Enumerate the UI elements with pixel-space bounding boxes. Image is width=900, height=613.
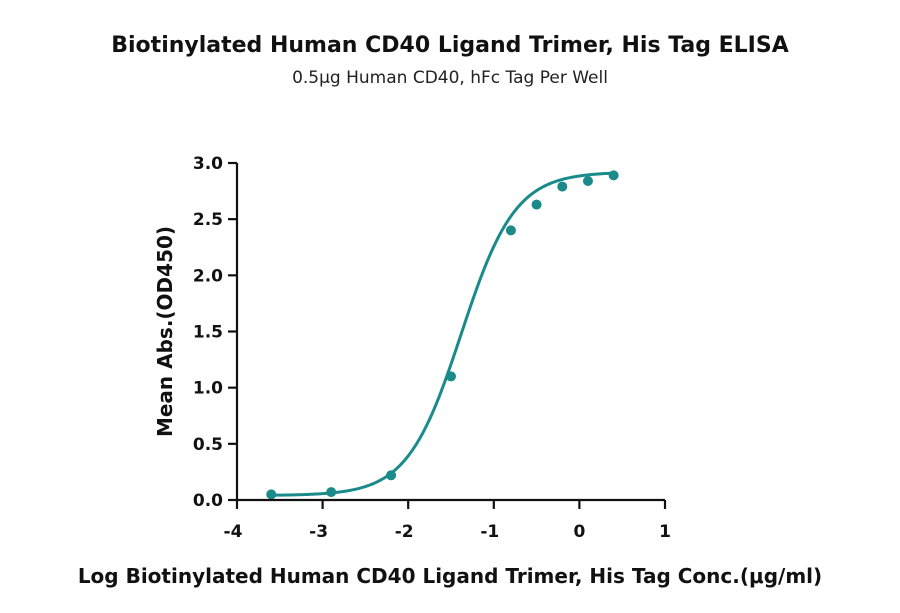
x-axis-label: Log Biotinylated Human CD40 Ligand Trime… [78,564,822,588]
data-point [531,199,542,210]
data-points [266,170,619,500]
y-axis-label: Mean Abs.(OD450) [153,226,177,437]
plot-area [266,170,619,500]
data-point [266,489,277,500]
data-point [505,225,516,236]
data-point [582,175,593,186]
x-ticks: -4 -3 -2 -1 0 1 [224,500,671,542]
data-point [557,181,568,192]
y-ticks: 0.0 0.5 1.0 1.5 2.0 2.5 3.0 [193,154,237,511]
data-point [446,371,456,382]
y-tick-label: 1.0 [193,379,223,399]
y-tick-label: 2.5 [193,210,223,230]
fit-curve [271,171,614,497]
y-tick-label: 3.0 [193,154,223,174]
x-tick-label: -2 [395,522,414,542]
y-tick-label: 0.5 [193,435,223,455]
x-tick-label: -1 [480,522,499,542]
chart-title: Biotinylated Human CD40 Ligand Trimer, H… [111,33,788,58]
x-tick-label: -3 [309,522,328,542]
y-tick-label: 0.0 [193,491,223,511]
chart-subtitle: 0.5μg Human CD40, hFc Tag Per Well [292,68,608,88]
x-tick-label: 1 [659,522,671,542]
y-tick-label: 1.5 [193,323,223,343]
data-point [608,170,619,181]
x-tick-label: -4 [224,522,243,542]
data-point [386,470,397,481]
y-tick-label: 2.0 [193,266,223,286]
x-tick-label: 0 [573,522,585,542]
data-point [326,487,337,498]
